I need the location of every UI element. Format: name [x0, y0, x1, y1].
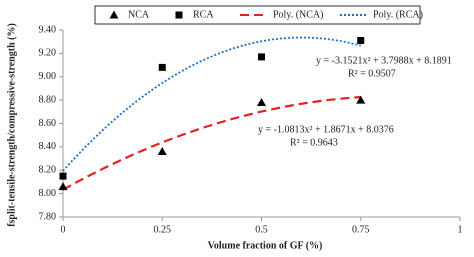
- point: [258, 53, 265, 61]
- x-tick-label: 0.5: [255, 224, 268, 235]
- y-tick-label: 9.00: [39, 71, 57, 82]
- point: [356, 95, 366, 104]
- legend-label: RCA: [193, 9, 214, 20]
- trendline: [62, 96, 361, 191]
- annotation: y = -1.0813x² + 1.8671x + 8.0376: [258, 124, 394, 135]
- y-tick-label: 7.80: [39, 211, 57, 222]
- y-tick-label: 9.20: [39, 48, 57, 59]
- x-tick-label: 0.25: [154, 224, 172, 235]
- trendline: [62, 36, 362, 172]
- y-tick-label: 8.80: [39, 94, 57, 105]
- x-tick-label: 0: [61, 224, 66, 235]
- point: [257, 97, 266, 106]
- x-tick-label: 1: [458, 224, 463, 235]
- y-tick-label: 9.40: [39, 24, 57, 35]
- annotation: R² = 0.9507: [348, 68, 396, 79]
- point: [58, 182, 68, 191]
- legend-marker: [109, 10, 119, 19]
- y-tick-label: 8.40: [39, 141, 57, 152]
- legend-marker: [175, 11, 183, 19]
- point: [158, 63, 166, 71]
- y-tick-label: 8.60: [39, 118, 57, 129]
- annotation: R² = 0.9643: [290, 137, 338, 148]
- y-tick-label: 8.00: [39, 188, 57, 199]
- annotation: y = -3.1521x² + 3.7988x + 8.1891: [316, 55, 452, 66]
- y-tick-label: 8.20: [39, 165, 57, 176]
- point: [157, 147, 167, 156]
- point: [357, 37, 365, 45]
- y-axis-title: fsplit-tensile-strength/compressive-stre…: [6, 23, 17, 227]
- legend-label: Poly. (RCA): [373, 9, 423, 20]
- x-tick-label: 0.75: [352, 224, 370, 235]
- legend-label: NCA: [128, 9, 150, 20]
- legend-label: Poly. (NCA): [273, 9, 323, 20]
- point: [59, 172, 67, 180]
- x-axis-title: Volume fraction of GF (%): [208, 240, 323, 251]
